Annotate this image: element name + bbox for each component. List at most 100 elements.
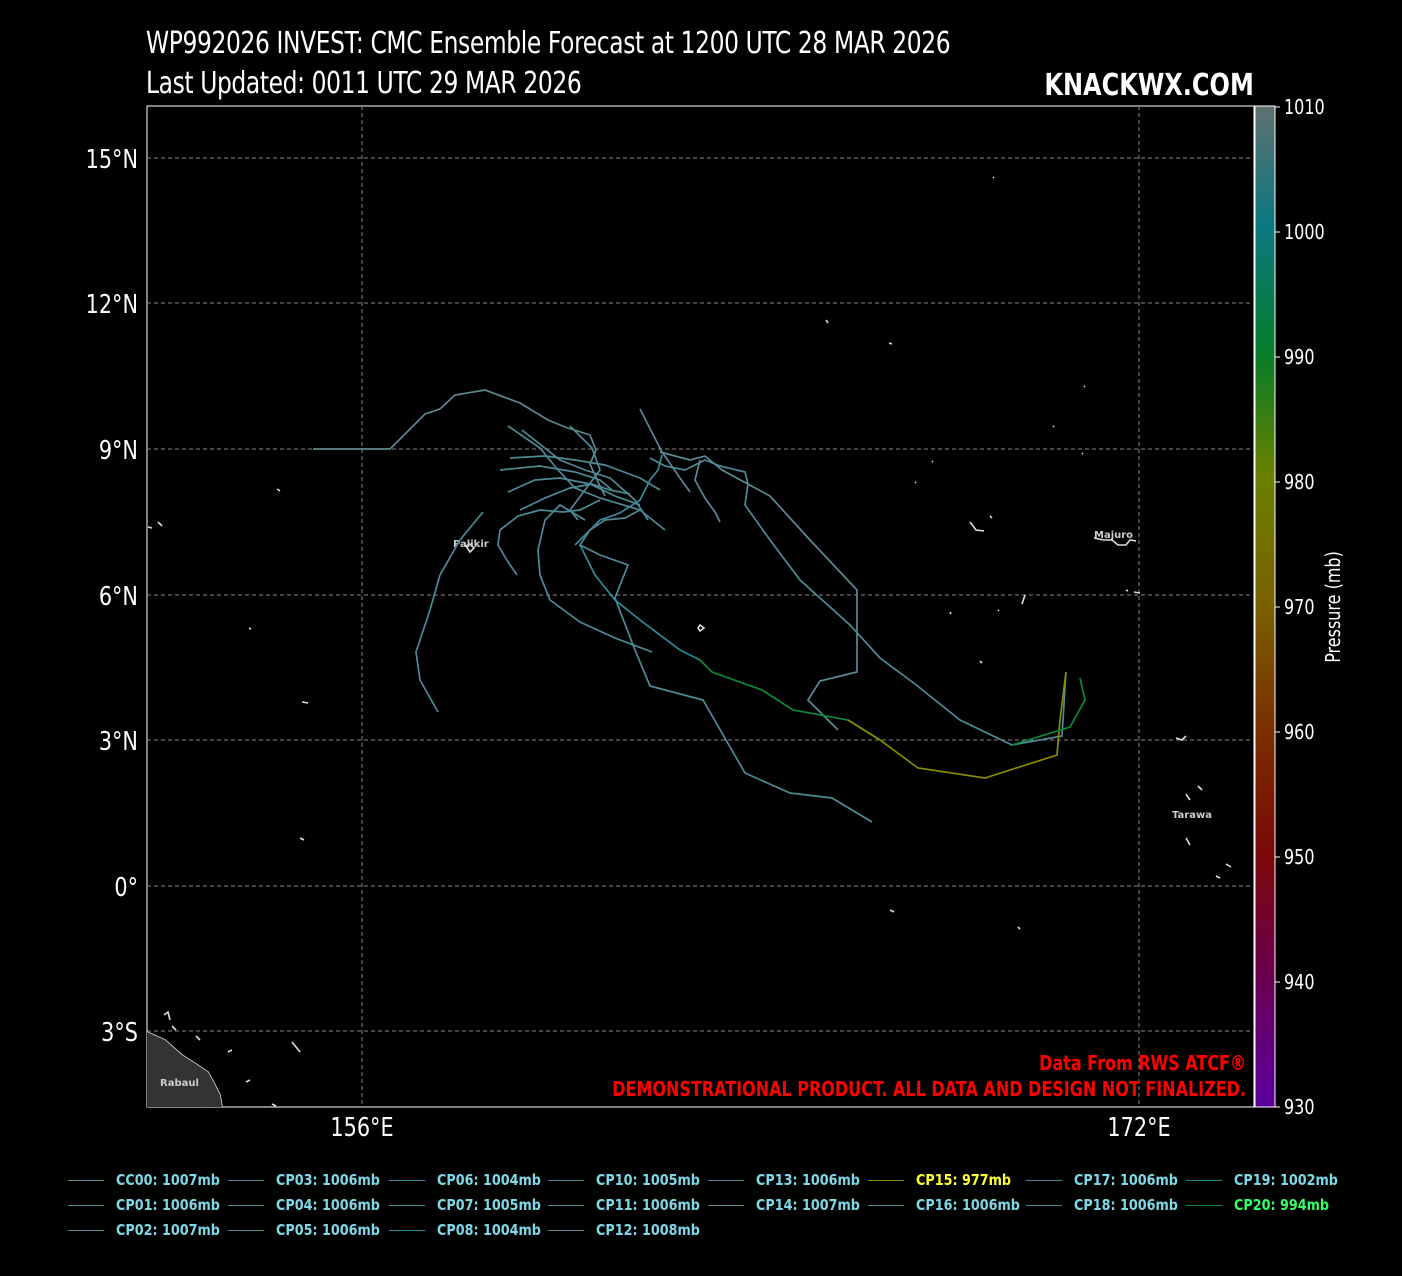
last-updated: Last Updated: 0011 UTC 29 MAR 2026 xyxy=(146,66,582,101)
place-labels: Palikir Majuro Tarawa Rabaul xyxy=(160,530,1212,1089)
legend-item: CP18: 1006mb xyxy=(1026,1193,1196,1217)
legend-label: CP05: 1006mb xyxy=(276,1221,380,1239)
colorbar-tick-label: 930 xyxy=(1284,1096,1315,1119)
legend-label: CP15: 977mb xyxy=(916,1171,1012,1189)
lon-tick-label: 156°E xyxy=(330,1112,393,1143)
legend-item: CP03: 1006mb xyxy=(228,1168,398,1192)
lat-tick-label: 3°N xyxy=(99,726,138,757)
track-line xyxy=(1011,677,1086,746)
track-line xyxy=(659,451,858,731)
colorbar-tick-label: 980 xyxy=(1284,471,1315,494)
colorbar-tick-label: 1000 xyxy=(1284,221,1325,244)
lat-tick-label: 12°N xyxy=(86,289,138,320)
map-frame xyxy=(146,105,1255,1108)
legend-item: CP10: 1005mb xyxy=(548,1168,718,1192)
legend-swatch xyxy=(389,1229,425,1231)
track-line xyxy=(415,511,484,713)
legend-label: CP11: 1006mb xyxy=(596,1196,700,1214)
legend-swatch xyxy=(1026,1179,1062,1181)
legend-item: CP07: 1005mb xyxy=(389,1193,559,1217)
brand-logo-text: KNACKWX.COM xyxy=(1044,68,1254,103)
lat-tick-label: 9°N xyxy=(99,435,138,466)
legend-item: CP19: 1002mb xyxy=(1186,1168,1356,1192)
gridlines xyxy=(147,106,1254,1107)
legend-swatch xyxy=(389,1179,425,1181)
track-line xyxy=(537,503,653,653)
legend-item: CP04: 1006mb xyxy=(228,1193,398,1217)
track-line xyxy=(649,457,1067,746)
disclaimer: DEMONSTRATIONAL PRODUCT. ALL DATA AND DE… xyxy=(612,1078,1246,1101)
colorbar-tick-label: 990 xyxy=(1284,346,1315,369)
legend-label: CP04: 1006mb xyxy=(276,1196,380,1214)
place-label: Majuro xyxy=(1094,530,1133,541)
legend-swatch xyxy=(228,1204,264,1206)
legend-item: CP06: 1004mb xyxy=(389,1168,559,1192)
legend-item: CP16: 1006mb xyxy=(868,1193,1038,1217)
legend-label: CP02: 1007mb xyxy=(116,1221,220,1239)
legend-label: CP10: 1005mb xyxy=(596,1171,700,1189)
legend-label: CP08: 1004mb xyxy=(437,1221,541,1239)
legend-swatch xyxy=(1026,1204,1062,1206)
lat-tick-label: 6°N xyxy=(99,581,138,612)
legend-swatch xyxy=(68,1179,104,1181)
track-line xyxy=(679,649,701,661)
lat-tick-label: 3°S xyxy=(101,1017,138,1048)
track-line xyxy=(574,454,663,546)
track-line xyxy=(499,465,613,491)
legend-label: CP13: 1006mb xyxy=(756,1171,860,1189)
legend-swatch xyxy=(1186,1204,1222,1206)
ensemble-tracks xyxy=(313,389,1086,823)
lon-tick-label: 172°E xyxy=(1107,1112,1170,1143)
track-line xyxy=(497,499,601,576)
colorbar-tick-label: 1010 xyxy=(1284,96,1325,119)
legend-swatch xyxy=(228,1229,264,1231)
legend-item: CP14: 1007mb xyxy=(708,1193,878,1217)
legend-label: CP16: 1006mb xyxy=(916,1196,1020,1214)
pressure-colorbar xyxy=(1254,105,1276,1108)
track-line xyxy=(847,671,1067,779)
colorbar-tick-label: 960 xyxy=(1284,721,1315,744)
legend-swatch xyxy=(868,1179,904,1181)
track-line xyxy=(519,483,631,511)
colorbar-label: Pressure (mb) xyxy=(1322,551,1345,663)
legend-swatch xyxy=(708,1179,744,1181)
lat-tick-label: 0° xyxy=(114,872,138,903)
legend-label: CP14: 1007mb xyxy=(756,1196,860,1214)
colorbar-tick-label: 950 xyxy=(1284,846,1315,869)
legend-item: CP02: 1007mb xyxy=(68,1218,238,1242)
legend-label: CC00: 1007mb xyxy=(116,1171,220,1189)
colorbar-tick-labels: 1010 1000 990 980 970 960 950 940 930 xyxy=(1284,96,1325,1119)
legend-swatch xyxy=(868,1204,904,1206)
track-line xyxy=(579,544,681,651)
legend-item: CP05: 1006mb xyxy=(228,1218,398,1242)
track-line xyxy=(578,509,873,823)
legend-label: CP03: 1006mb xyxy=(276,1171,380,1189)
legend-item: CP13: 1006mb xyxy=(708,1168,878,1192)
legend-label: CP19: 1002mb xyxy=(1234,1171,1338,1189)
legend-swatch xyxy=(548,1204,584,1206)
legend-swatch xyxy=(548,1179,584,1181)
source-note: Data From RWS ATCF® xyxy=(1039,1052,1246,1075)
legend-label: CP01: 1006mb xyxy=(116,1196,220,1214)
legend-label: CP12: 1008mb xyxy=(596,1221,700,1239)
track-line xyxy=(313,389,606,497)
legend-item: CC00: 1007mb xyxy=(68,1168,238,1192)
place-label: Tarawa xyxy=(1172,810,1212,821)
legend: CC00: 1007mb CP01: 1006mb CP02: 1007mb CP03… xyxy=(68,1168,1368,1248)
colorbar-tick-label: 970 xyxy=(1284,596,1315,619)
colorbar-tick-label: 940 xyxy=(1284,971,1315,994)
place-label: Rabaul xyxy=(160,1078,199,1089)
legend-item: CP17: 1006mb xyxy=(1026,1168,1196,1192)
legend-swatch xyxy=(548,1229,584,1231)
land-fill xyxy=(147,1032,222,1107)
track-line xyxy=(639,408,691,493)
lat-tick-label: 15°N xyxy=(86,144,138,175)
track-line xyxy=(509,455,661,491)
legend-item: CP20: 994mb xyxy=(1186,1193,1346,1217)
track-line xyxy=(694,459,721,523)
legend-swatch xyxy=(228,1179,264,1181)
legend-label: CP07: 1005mb xyxy=(437,1196,541,1214)
track-line xyxy=(507,477,641,506)
legend-label: CP17: 1006mb xyxy=(1074,1171,1178,1189)
